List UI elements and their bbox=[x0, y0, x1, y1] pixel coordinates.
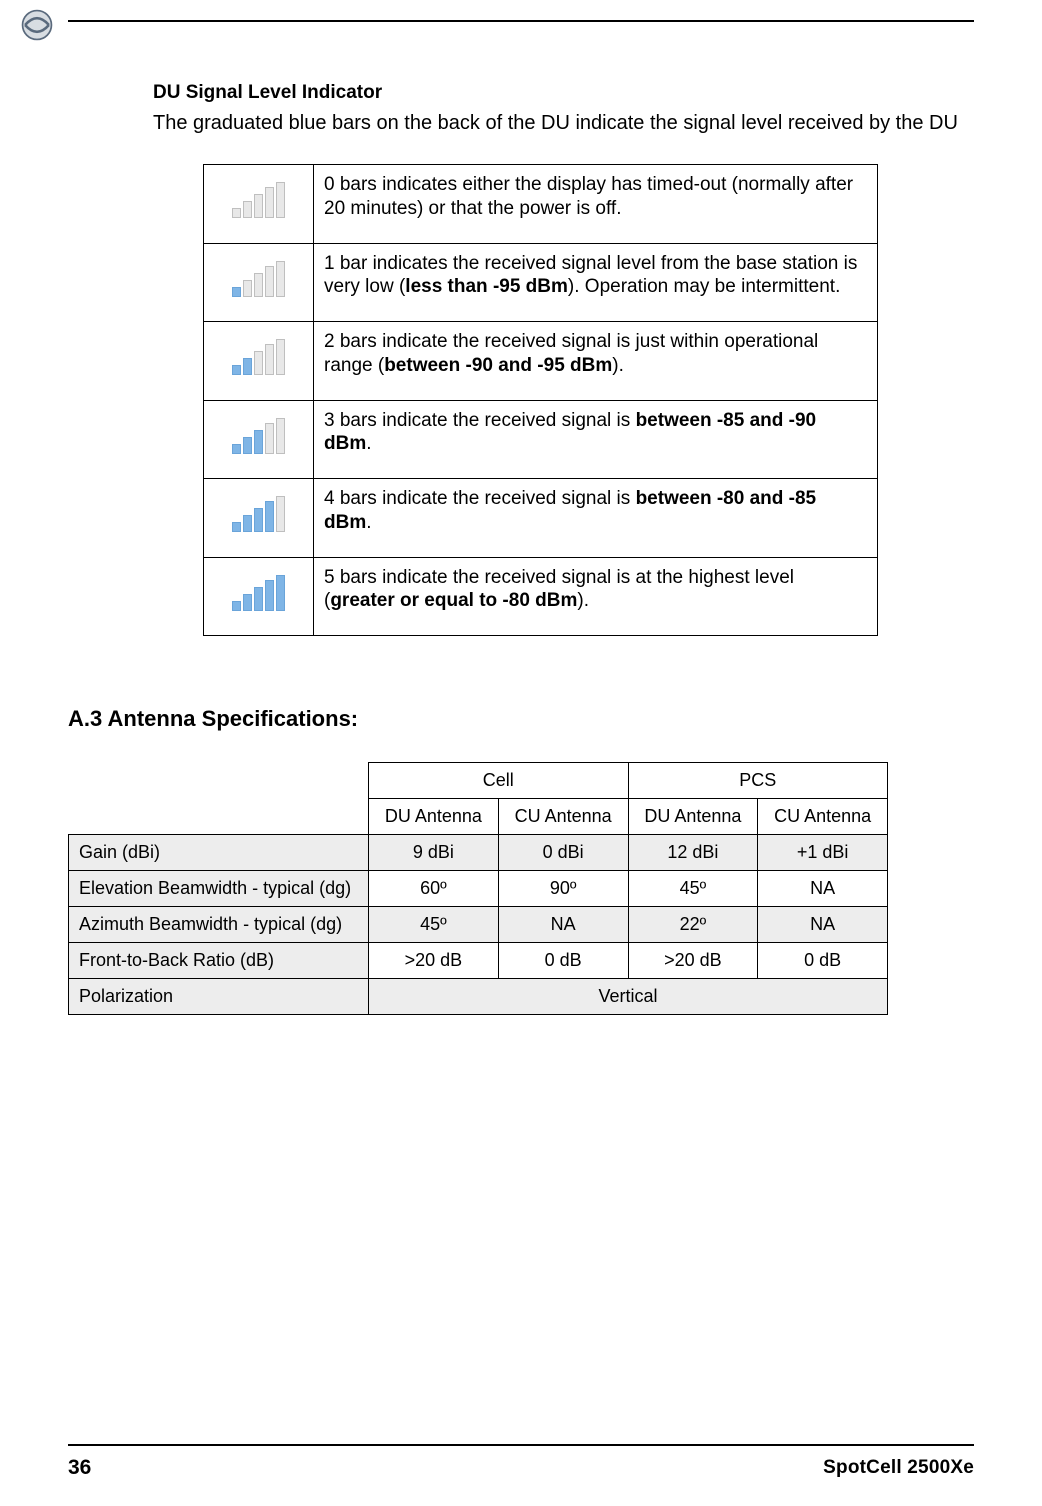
signal-row: 4 bars indicate the received signal is b… bbox=[204, 479, 878, 558]
specs-row-label: Polarization bbox=[69, 979, 369, 1015]
page-number: 36 bbox=[68, 1456, 91, 1480]
specs-cell: 90º bbox=[498, 871, 628, 907]
specs-sub-header: DU Antenna bbox=[369, 799, 499, 835]
signal-bars-cell bbox=[204, 165, 314, 244]
specs-cell: 12 dBi bbox=[628, 835, 758, 871]
signal-row: 5 bars indicate the received signal is a… bbox=[204, 557, 878, 636]
specs-row: Gain (dBi)9 dBi0 dBi12 dBi+1 dBi bbox=[69, 835, 888, 871]
specs-cell: 45º bbox=[369, 907, 499, 943]
signal-bars-icon bbox=[232, 418, 285, 454]
specs-cell: NA bbox=[758, 907, 888, 943]
signal-description-cell: 3 bars indicate the received signal is b… bbox=[314, 400, 878, 479]
signal-description-cell: 5 bars indicate the received signal is a… bbox=[314, 557, 878, 636]
signal-bars-cell bbox=[204, 243, 314, 322]
specs-cell: 45º bbox=[628, 871, 758, 907]
specs-cell: >20 dB bbox=[628, 943, 758, 979]
specs-group-header-row: CellPCS bbox=[69, 763, 888, 799]
specs-cell: >20 dB bbox=[369, 943, 499, 979]
signal-bars-cell bbox=[204, 400, 314, 479]
signal-row: 3 bars indicate the received signal is b… bbox=[204, 400, 878, 479]
signal-bars-icon bbox=[232, 182, 285, 218]
specs-cell: 22º bbox=[628, 907, 758, 943]
du-signal-heading: DU Signal Level Indicator bbox=[153, 82, 974, 104]
specs-row: Front-to-Back Ratio (dB)>20 dB0 dB>20 dB… bbox=[69, 943, 888, 979]
antenna-specs-table: CellPCSDU AntennaCU AntennaDU AntennaCU … bbox=[68, 762, 888, 1015]
specs-cell: 0 dBi bbox=[498, 835, 628, 871]
specs-row: PolarizationVertical bbox=[69, 979, 888, 1015]
specs-row-label: Front-to-Back Ratio (dB) bbox=[69, 943, 369, 979]
content-area: DU Signal Level Indicator The graduated … bbox=[68, 82, 974, 1015]
specs-cell: 0 dB bbox=[758, 943, 888, 979]
signal-bars-icon bbox=[232, 575, 285, 611]
specs-group-header: PCS bbox=[628, 763, 888, 799]
page: DU Signal Level Indicator The graduated … bbox=[0, 0, 1042, 1506]
signal-row: 2 bars indicate the received signal is j… bbox=[204, 322, 878, 401]
signal-row: 0 bars indicates either the display has … bbox=[204, 165, 878, 244]
signal-description-cell: 0 bars indicates either the display has … bbox=[314, 165, 878, 244]
specs-merged-cell: Vertical bbox=[369, 979, 888, 1015]
signal-bars-icon bbox=[232, 339, 285, 375]
specs-row: Azimuth Beamwidth - typical (dg)45ºNA22º… bbox=[69, 907, 888, 943]
specs-sub-header: DU Antenna bbox=[628, 799, 758, 835]
signal-row: 1 bar indicates the received signal leve… bbox=[204, 243, 878, 322]
signal-description-cell: 2 bars indicate the received signal is j… bbox=[314, 322, 878, 401]
specs-cell: 0 dB bbox=[498, 943, 628, 979]
signal-level-table: 0 bars indicates either the display has … bbox=[203, 164, 878, 636]
specs-sub-header: CU Antenna bbox=[498, 799, 628, 835]
signal-bars-cell bbox=[204, 557, 314, 636]
specs-row-label: Gain (dBi) bbox=[69, 835, 369, 871]
specs-row-label: Elevation Beamwidth - typical (dg) bbox=[69, 871, 369, 907]
header-rule bbox=[68, 20, 974, 22]
specs-cell: NA bbox=[758, 871, 888, 907]
signal-bars-cell bbox=[204, 479, 314, 558]
signal-bars-cell bbox=[204, 322, 314, 401]
specs-group-header: Cell bbox=[369, 763, 629, 799]
specs-empty-corner bbox=[69, 763, 369, 835]
page-footer: 36 SpotCell 2500Xe bbox=[68, 1444, 974, 1480]
antenna-section-heading: A.3 Antenna Specifications: bbox=[68, 706, 974, 732]
signal-description-cell: 4 bars indicate the received signal is b… bbox=[314, 479, 878, 558]
specs-cell: 9 dBi bbox=[369, 835, 499, 871]
specs-cell: NA bbox=[498, 907, 628, 943]
signal-description-cell: 1 bar indicates the received signal leve… bbox=[314, 243, 878, 322]
specs-cell: 60º bbox=[369, 871, 499, 907]
signal-bars-icon bbox=[232, 261, 285, 297]
product-name: SpotCell 2500Xe bbox=[823, 1457, 974, 1479]
brand-logo-icon bbox=[20, 8, 54, 42]
signal-bars-icon bbox=[232, 496, 285, 532]
specs-sub-header: CU Antenna bbox=[758, 799, 888, 835]
specs-row: Elevation Beamwidth - typical (dg)60º90º… bbox=[69, 871, 888, 907]
du-signal-intro: The graduated blue bars on the back of t… bbox=[153, 110, 974, 136]
specs-row-label: Azimuth Beamwidth - typical (dg) bbox=[69, 907, 369, 943]
specs-cell: +1 dBi bbox=[758, 835, 888, 871]
